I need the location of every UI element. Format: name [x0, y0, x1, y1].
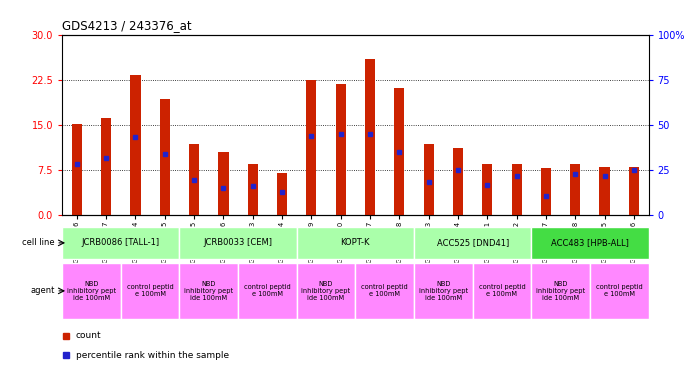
Bar [121, 263, 179, 319]
Text: control peptid
e 100mM: control peptid e 100mM [596, 285, 642, 297]
Text: NBD
inhibitory pept
ide 100mM: NBD inhibitory pept ide 100mM [67, 281, 116, 301]
Bar [297, 263, 355, 319]
Text: control peptid
e 100mM: control peptid e 100mM [127, 285, 173, 297]
Bar [179, 227, 297, 259]
Bar [629, 167, 639, 215]
Bar [62, 227, 179, 259]
Text: agent: agent [30, 286, 55, 295]
Bar [189, 144, 199, 215]
Bar [531, 227, 649, 259]
Bar [482, 164, 493, 215]
Text: NBD
inhibitory pept
ide 100mM: NBD inhibitory pept ide 100mM [536, 281, 585, 301]
Text: percentile rank within the sample: percentile rank within the sample [76, 351, 229, 360]
Text: NBD
inhibitory pept
ide 100mM: NBD inhibitory pept ide 100mM [419, 281, 468, 301]
Bar [414, 263, 473, 319]
Text: control peptid
e 100mM: control peptid e 100mM [244, 285, 290, 297]
Text: KOPT-K: KOPT-K [341, 238, 370, 247]
Bar [159, 99, 170, 215]
Bar [297, 227, 414, 259]
Bar [248, 164, 258, 215]
Text: cell line: cell line [22, 238, 55, 247]
Bar [306, 80, 317, 215]
Bar [424, 144, 434, 215]
Bar [62, 263, 121, 319]
Text: control peptid
e 100mM: control peptid e 100mM [362, 285, 408, 297]
Text: ACC483 [HPB-ALL]: ACC483 [HPB-ALL] [551, 238, 629, 247]
Text: ACC525 [DND41]: ACC525 [DND41] [437, 238, 509, 247]
Text: count: count [76, 331, 101, 341]
Bar [101, 118, 111, 215]
Bar [511, 164, 522, 215]
Bar [179, 263, 238, 319]
Bar [570, 164, 580, 215]
Bar [590, 263, 649, 319]
Bar [72, 124, 82, 215]
Bar [453, 148, 463, 215]
Bar [531, 263, 590, 319]
Text: JCRB0033 [CEM]: JCRB0033 [CEM] [204, 238, 273, 247]
Text: NBD
inhibitory pept
ide 100mM: NBD inhibitory pept ide 100mM [302, 281, 351, 301]
Bar [335, 84, 346, 215]
Bar [355, 263, 414, 319]
Bar [473, 263, 531, 319]
Text: GDS4213 / 243376_at: GDS4213 / 243376_at [62, 19, 192, 32]
Bar [414, 227, 531, 259]
Text: NBD
inhibitory pept
ide 100mM: NBD inhibitory pept ide 100mM [184, 281, 233, 301]
Bar [365, 59, 375, 215]
Bar [130, 76, 141, 215]
Text: control peptid
e 100mM: control peptid e 100mM [479, 285, 525, 297]
Text: JCRB0086 [TALL-1]: JCRB0086 [TALL-1] [81, 238, 160, 247]
Bar [218, 152, 228, 215]
Bar [541, 168, 551, 215]
Bar [277, 173, 287, 215]
Bar [600, 167, 610, 215]
Bar [238, 263, 297, 319]
Bar [394, 88, 404, 215]
